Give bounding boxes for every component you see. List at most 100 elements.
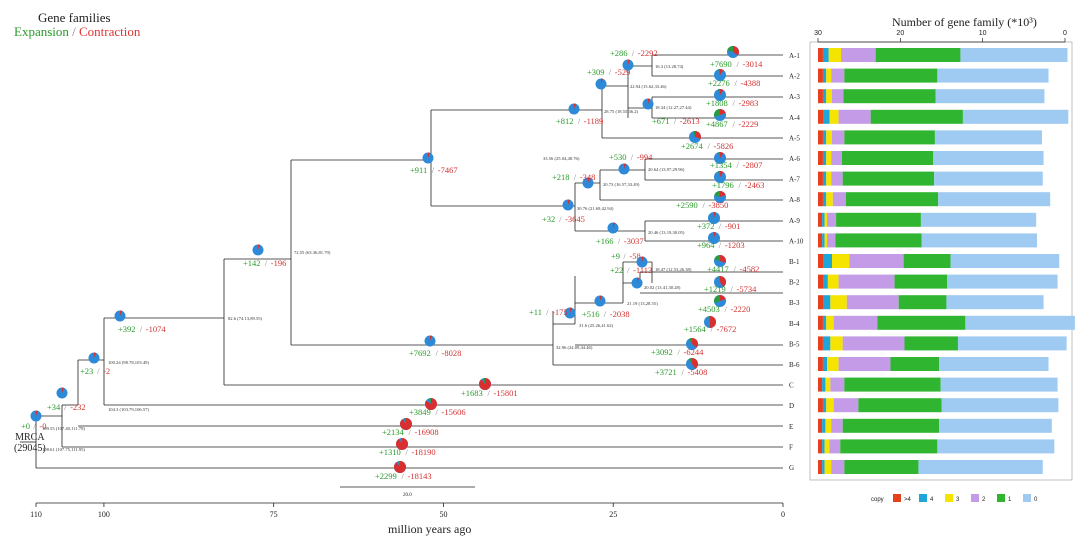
x-tick-label: 0: [781, 510, 785, 519]
node-event-8-gain: +309: [587, 67, 605, 77]
bar-segment-B-1-1: [903, 254, 951, 268]
leaf-label: A-7: [789, 176, 800, 184]
bar-segment-F-4: [822, 439, 825, 454]
tip-event-B-5-gain: +3092: [651, 347, 673, 357]
bar-segment-B-5-1: [904, 336, 958, 351]
bar-segment-A-4->4: [818, 109, 824, 124]
node-event-15-sep: /: [546, 307, 549, 317]
node-event-2-loss: -2: [103, 366, 110, 376]
pie-slice: [708, 316, 710, 322]
bar-segment-B-4-3: [826, 315, 834, 330]
node-event-3-gain: +392: [118, 324, 136, 334]
legend-swatch-4: [919, 494, 927, 502]
bar-segment-F-1: [840, 439, 938, 454]
bar-segment-A-6-0: [933, 151, 1044, 165]
pie-slice: [693, 131, 695, 137]
bar-x-tick-label: 0: [1063, 30, 1067, 37]
bar-segment-D-4: [822, 398, 827, 413]
bar-segment-G-3: [824, 460, 832, 474]
bar-segment-A-2-2: [831, 68, 845, 83]
tip-pie-B-6: [686, 358, 698, 370]
pie-slice: [628, 59, 630, 65]
pie-slice: [714, 232, 716, 238]
pie-slice: [720, 89, 724, 95]
bar-segment-A-4-1: [870, 109, 963, 124]
pie-slice: [429, 398, 431, 404]
tip-pie-A-8: [714, 191, 726, 203]
node-event-13-sep: /: [559, 214, 562, 224]
tip-event-F-gain: +1310: [379, 447, 401, 457]
bar-segment-D-1: [858, 398, 942, 413]
tip-event-B-5-loss: -6244: [684, 347, 705, 357]
tip-event-A-10-loss: -1203: [725, 240, 745, 250]
bar-segment-G-4: [822, 460, 825, 474]
tip-event-A-10-gain: +964: [697, 240, 715, 250]
bar-segment-C->4: [818, 377, 823, 392]
tip-pie-A-4: [713, 109, 726, 121]
bar-segment-B-3-2: [846, 295, 899, 310]
node-event-5-gain: +911: [410, 165, 427, 175]
bar-segment-B-2-4: [823, 274, 828, 289]
bar-segment-A-8-4: [822, 192, 827, 207]
tip-event-B-4-sep: /: [711, 324, 714, 334]
node-event-11-gain: +218: [552, 172, 570, 182]
node-event-17-sep: /: [627, 265, 630, 275]
node-pie-13: [562, 199, 574, 211]
bar-segment-B-6-2: [838, 357, 891, 371]
bar-segment-B-6-3: [827, 357, 839, 371]
node-age-label: 20.64 (13.97,29.96): [648, 167, 685, 173]
tip-event-A-3-sep: /: [733, 98, 736, 108]
node-pie-0: [30, 410, 42, 422]
node-pie-3: [114, 310, 126, 322]
bar-segment-A-7-0: [934, 171, 1043, 186]
pie-slice: [624, 163, 626, 169]
node-pie-2: [88, 352, 100, 364]
pie-slice: [613, 222, 615, 228]
node-event-11-sep: /: [574, 172, 577, 182]
bar-segment-B-5-2: [842, 336, 905, 351]
x-tick-label: 75: [270, 510, 278, 519]
tip-event-A-3-loss: -2983: [739, 98, 759, 108]
tip-event-E-sep: /: [409, 427, 412, 437]
pie-slice: [574, 103, 576, 109]
bar-segment-A-9->4: [818, 212, 823, 227]
leaf-label: F: [789, 443, 793, 451]
bar-segment-A-2-0: [937, 68, 1049, 83]
pie-slice: [62, 387, 64, 393]
pie-slice: [714, 212, 716, 218]
tip-event-G-sep: /: [402, 471, 405, 481]
pie-slice: [713, 232, 714, 238]
leaf-label: A-4: [789, 114, 800, 122]
node-age-label: 30.76 (21.69,42.94): [577, 206, 614, 212]
node-event-7-loss: -1189: [584, 116, 604, 126]
node-age-label: 20.02 (13.41,30.28): [644, 285, 681, 291]
node-age-label: 28.75 (18.55,36.2): [604, 109, 639, 115]
tip-event-A-5-sep: /: [708, 141, 711, 151]
bar-segment-A-1-3: [828, 48, 842, 62]
pie-slice: [400, 438, 402, 444]
bar-segment-A-6->4: [818, 151, 823, 165]
tip-pie-A-7: [714, 171, 726, 183]
bar-segment-A-5->4: [818, 130, 823, 145]
bar-segment-A-3-3: [826, 89, 832, 104]
bar-segment-B-4-1: [877, 315, 966, 330]
pie-slice: [637, 277, 639, 283]
bar-segment-A-4-3: [829, 109, 839, 124]
node-age-label: 16.3 (13.28,74): [655, 64, 684, 70]
pie-slice: [258, 244, 260, 250]
pie-slice: [713, 109, 720, 117]
leaf-label: D: [789, 402, 794, 410]
bar-segment-B-3-0: [946, 295, 1044, 310]
pie-slice: [720, 171, 724, 177]
node-event-4-loss: -196: [271, 258, 287, 268]
bar-segment-A-5-1: [844, 130, 935, 145]
node-event-13-gain: +32: [542, 214, 555, 224]
tip-pie-G: [394, 461, 407, 474]
node-event-6-sep: /: [436, 348, 439, 358]
bar-segment-A-6-4: [822, 151, 827, 165]
pie-slice: [692, 338, 698, 348]
bar-segment-A-4-4: [823, 109, 830, 124]
tip-event-A-7-gain: +1796: [712, 180, 734, 190]
pie-slice: [642, 256, 644, 262]
node-event-7-gain: +812: [556, 116, 574, 126]
